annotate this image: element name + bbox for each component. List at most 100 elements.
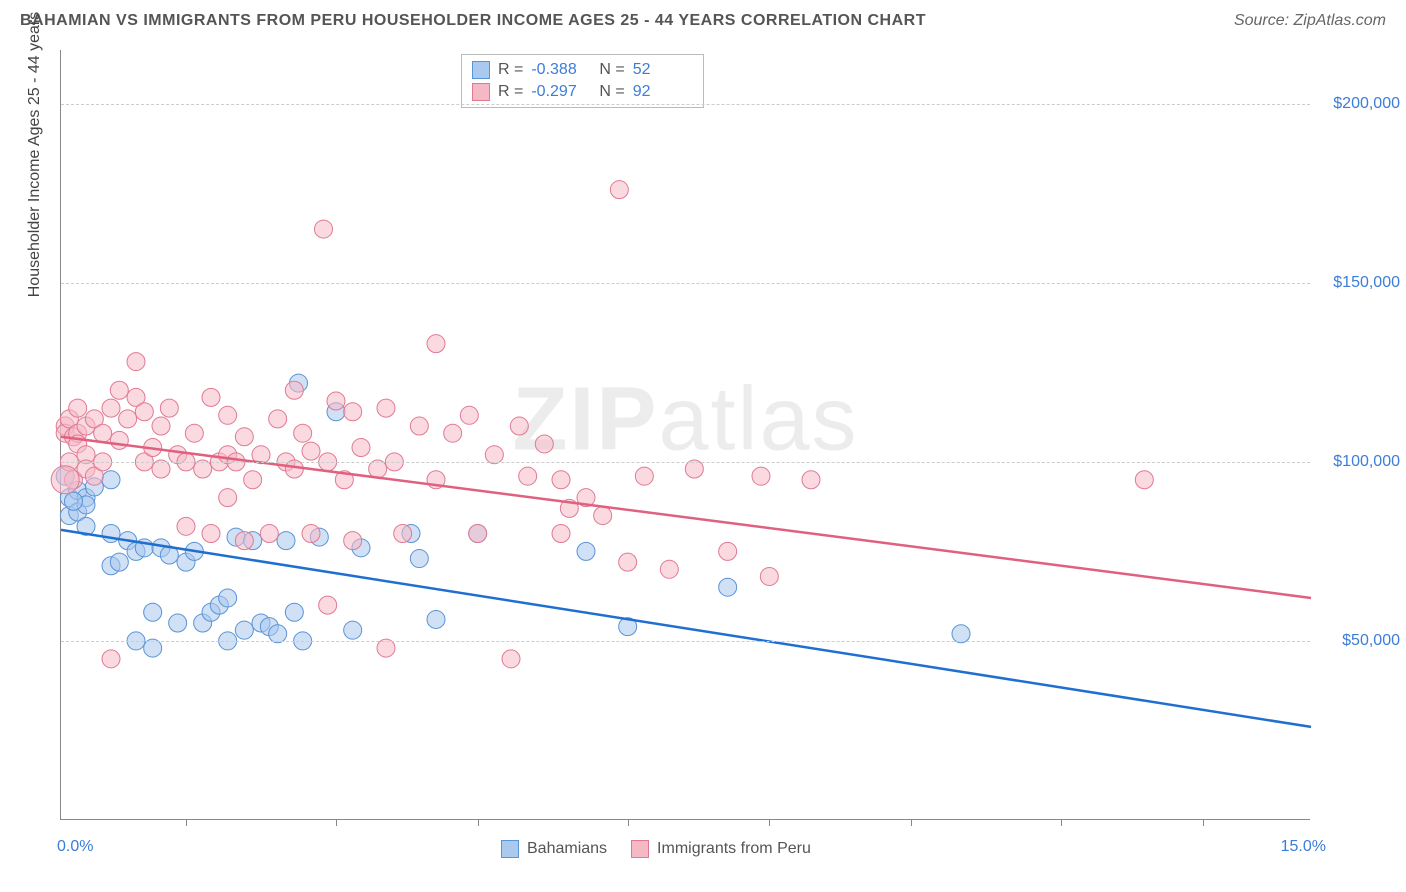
chart-plot-area: ZIPatlas R =-0.388N =52R =-0.297N =92 Ba… xyxy=(60,50,1310,820)
correlation-legend-row: R =-0.297N =92 xyxy=(472,81,693,103)
data-point xyxy=(110,553,128,571)
legend-swatch xyxy=(631,840,649,858)
data-point xyxy=(94,424,112,442)
data-point xyxy=(202,388,220,406)
data-point xyxy=(535,435,553,453)
legend-r-value: -0.297 xyxy=(531,83,591,101)
gridline xyxy=(61,641,1310,642)
legend-r-label: R = xyxy=(498,61,523,79)
legend-swatch xyxy=(501,840,519,858)
y-tick-label: $50,000 xyxy=(1320,632,1400,650)
data-point xyxy=(427,335,445,353)
data-point xyxy=(219,489,237,507)
data-point xyxy=(352,439,370,457)
source-attribution: Source: ZipAtlas.com xyxy=(1234,12,1386,30)
data-point xyxy=(152,417,170,435)
data-point xyxy=(102,650,120,668)
gridline xyxy=(61,283,1310,284)
data-point xyxy=(269,410,287,428)
data-point xyxy=(315,220,333,238)
data-point xyxy=(802,471,820,489)
data-point xyxy=(135,403,153,421)
data-point xyxy=(577,542,595,560)
legend-r-value: -0.388 xyxy=(531,61,591,79)
data-point xyxy=(185,424,203,442)
data-point xyxy=(119,410,137,428)
chart-title: BAHAMIAN VS IMMIGRANTS FROM PERU HOUSEHO… xyxy=(20,12,926,30)
x-tick xyxy=(911,820,912,826)
data-point xyxy=(427,610,445,628)
data-point xyxy=(410,417,428,435)
data-point xyxy=(285,381,303,399)
y-tick-label: $200,000 xyxy=(1320,95,1400,113)
data-point xyxy=(219,406,237,424)
data-point xyxy=(302,442,320,460)
data-point xyxy=(719,542,737,560)
data-point xyxy=(69,399,87,417)
data-point xyxy=(202,524,220,542)
series-legend-label: Bahamians xyxy=(527,840,607,858)
series-legend-item: Bahamians xyxy=(501,840,607,858)
data-point xyxy=(510,417,528,435)
x-tick xyxy=(1203,820,1204,826)
data-point xyxy=(110,381,128,399)
data-point xyxy=(160,399,178,417)
gridline xyxy=(61,104,1310,105)
data-point xyxy=(302,524,320,542)
data-point xyxy=(260,524,278,542)
series-legend: Bahamians Immigrants from Peru xyxy=(501,840,811,858)
y-tick-label: $150,000 xyxy=(1320,274,1400,292)
data-point xyxy=(102,399,120,417)
x-tick xyxy=(769,820,770,826)
data-point xyxy=(319,596,337,614)
x-axis-max-label: 15.0% xyxy=(1281,838,1326,856)
data-point xyxy=(344,621,362,639)
data-point xyxy=(51,466,79,494)
data-point xyxy=(285,603,303,621)
data-point xyxy=(552,471,570,489)
x-tick xyxy=(186,820,187,826)
data-point xyxy=(344,403,362,421)
legend-n-label: N = xyxy=(599,83,624,101)
data-point xyxy=(594,507,612,525)
series-legend-item: Immigrants from Peru xyxy=(631,840,811,858)
y-tick-label: $100,000 xyxy=(1320,453,1400,471)
data-point xyxy=(610,181,628,199)
data-point xyxy=(552,524,570,542)
data-point xyxy=(394,524,412,542)
legend-n-value: 52 xyxy=(633,61,693,79)
data-point xyxy=(244,471,262,489)
legend-swatch xyxy=(472,61,490,79)
data-point xyxy=(327,392,345,410)
data-point xyxy=(177,517,195,535)
legend-n-label: N = xyxy=(599,61,624,79)
data-point xyxy=(235,621,253,639)
data-point xyxy=(144,603,162,621)
data-point xyxy=(1135,471,1153,489)
series-legend-label: Immigrants from Peru xyxy=(657,840,811,858)
data-point xyxy=(377,399,395,417)
x-tick xyxy=(1061,820,1062,826)
x-tick xyxy=(628,820,629,826)
data-point xyxy=(235,532,253,550)
scatter-plot-svg xyxy=(61,50,1310,820)
data-point xyxy=(277,532,295,550)
data-point xyxy=(344,532,362,550)
y-axis-title: Householder Income Ages 25 - 44 years xyxy=(26,12,44,298)
data-point xyxy=(410,550,428,568)
data-point xyxy=(235,428,253,446)
data-point xyxy=(760,567,778,585)
data-point xyxy=(752,467,770,485)
data-point xyxy=(127,353,145,371)
correlation-legend-row: R = -0.388 N = 52 xyxy=(472,59,693,81)
data-point xyxy=(502,650,520,668)
data-point xyxy=(460,406,478,424)
data-point xyxy=(635,467,653,485)
x-tick xyxy=(478,820,479,826)
data-point xyxy=(102,471,120,489)
legend-n-value: 92 xyxy=(633,83,693,101)
x-tick xyxy=(336,820,337,826)
data-point xyxy=(294,424,312,442)
data-point xyxy=(519,467,537,485)
legend-swatch xyxy=(472,83,490,101)
